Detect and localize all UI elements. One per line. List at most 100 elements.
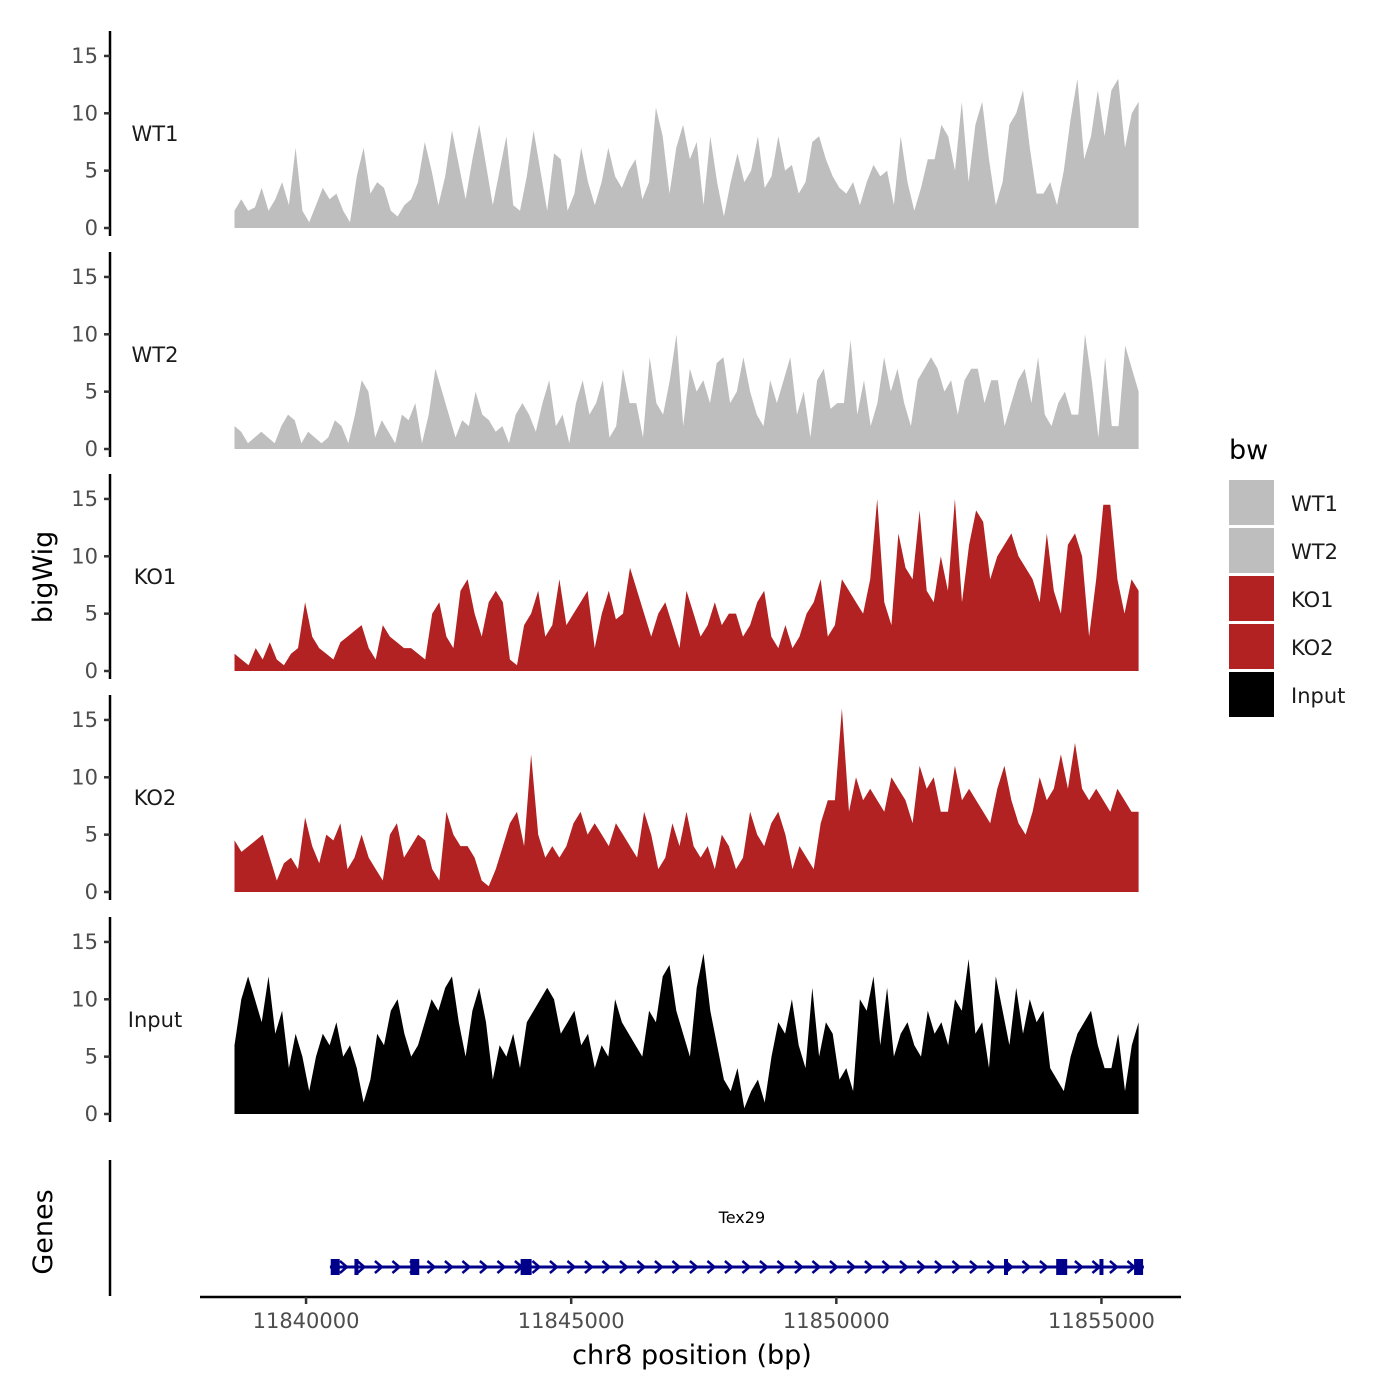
- strand-arrow: [444, 1260, 454, 1274]
- y-tick-label: 10: [71, 544, 98, 568]
- y-tick-label: 5: [85, 1045, 98, 1069]
- y-tick-label: 10: [71, 765, 98, 789]
- strand-arrow: [1021, 1260, 1032, 1274]
- strand-arrow: [811, 1260, 822, 1274]
- gene-label: Tex29: [718, 1208, 765, 1227]
- legend-swatch-input: [1229, 672, 1274, 717]
- strand-arrow: [1074, 1260, 1084, 1274]
- strand-arrow: [619, 1260, 629, 1274]
- strand-arrow: [391, 1260, 402, 1274]
- x-tick-label: 11840000: [253, 1309, 360, 1333]
- tracks-layer: 0 5 10 15 WT1 0 5 10 15 WT2 0 5 10 15 KO1 0 5 10 15 KO2 0 5 10…: [71, 31, 1139, 1126]
- exon: [520, 1259, 532, 1275]
- strand-arrow: [934, 1260, 944, 1274]
- y-tick-label: 15: [71, 44, 98, 68]
- strand-arrow: [864, 1260, 874, 1274]
- exon: [354, 1259, 359, 1275]
- signal-area-ko2: [234, 708, 1139, 892]
- strand-arrow: [339, 1260, 349, 1274]
- strand-arrow: [759, 1260, 769, 1274]
- exon: [330, 1259, 340, 1275]
- legend-title: bw: [1229, 435, 1268, 466]
- strand-arrow: [689, 1260, 699, 1274]
- strand-arrow: [741, 1260, 752, 1274]
- track-ko1: 0 5 10 15 KO1: [71, 474, 1139, 683]
- y-tick-label: 10: [71, 101, 98, 125]
- track-ko2: 0 5 10 15 KO2: [71, 695, 1139, 904]
- strand-arrow: [426, 1260, 437, 1274]
- x-tick-label: 11855000: [1048, 1309, 1155, 1333]
- strand-arrow: [881, 1260, 892, 1274]
- track-wt2: 0 5 10 15 WT2: [71, 252, 1139, 461]
- strand-arrow: [356, 1260, 367, 1274]
- exon: [1099, 1259, 1104, 1275]
- y-tick-label: 15: [71, 708, 98, 732]
- signal-area-ko1: [234, 498, 1139, 671]
- y-tick-label: 5: [85, 380, 98, 404]
- x-axis: 11840000 11845000 11850000 11855000: [200, 1295, 1181, 1333]
- track-label: WT2: [132, 343, 179, 367]
- legend-swatch-wt1: [1229, 480, 1274, 525]
- strand-arrow: [671, 1260, 682, 1274]
- legend-swatch-wt2: [1229, 528, 1274, 573]
- strand-arrow: [969, 1260, 979, 1274]
- strand-arrow: [549, 1260, 559, 1274]
- strand-arrow: [566, 1260, 577, 1274]
- strand-arrow: [829, 1260, 839, 1274]
- y-tick-label: 0: [85, 216, 98, 240]
- exon: [1134, 1259, 1144, 1275]
- strand-arrow: [1109, 1260, 1119, 1274]
- signal-area-wt2: [234, 334, 1139, 449]
- track-label: KO1: [134, 565, 177, 589]
- x-tick-label: 11850000: [783, 1309, 890, 1333]
- strand-arrow: [776, 1260, 787, 1274]
- legend-label-ko1: KO1: [1291, 588, 1334, 612]
- legend-label-input: Input: [1291, 684, 1345, 708]
- strand-arrow: [479, 1260, 489, 1274]
- track-wt1: 0 5 10 15 WT1: [71, 31, 1139, 240]
- strand-arrow: [374, 1260, 384, 1274]
- y-tick-label: 10: [71, 322, 98, 346]
- legend-label-wt1: WT1: [1291, 492, 1338, 516]
- strand-arrow: [951, 1260, 962, 1274]
- strand-arrow: [636, 1260, 647, 1274]
- strand-arrow: [846, 1260, 857, 1274]
- legend: bw WT1 WT2 KO1 KO2 Input: [1229, 435, 1345, 717]
- strand-arrow: [1091, 1260, 1102, 1274]
- y-tick-label: 5: [85, 602, 98, 626]
- y-tick-label: 15: [71, 930, 98, 954]
- gene-panel-label: Genes: [28, 1189, 59, 1274]
- strand-arrow: [496, 1260, 507, 1274]
- x-axis-title: chr8 position (bp): [572, 1340, 812, 1371]
- exon: [1056, 1259, 1068, 1275]
- y-tick-label: 0: [85, 880, 98, 904]
- track-input: 0 5 10 15 Input: [71, 917, 1139, 1126]
- gene-track-panel: Tex29: [108, 1160, 1144, 1296]
- strand-arrow: [461, 1260, 472, 1274]
- x-tick-label: 11845000: [518, 1309, 625, 1333]
- y-tick-label: 0: [85, 659, 98, 683]
- y-tick-label: 5: [85, 823, 98, 847]
- strand-arrow: [916, 1260, 927, 1274]
- y-tick-label: 0: [85, 437, 98, 461]
- strand-arrow: [794, 1260, 804, 1274]
- signal-area-input: [234, 953, 1139, 1114]
- legend-label-wt2: WT2: [1291, 540, 1338, 564]
- track-label: KO2: [134, 786, 177, 810]
- strand-arrow: [654, 1260, 664, 1274]
- exon: [1004, 1259, 1009, 1275]
- signal-area-wt1: [234, 78, 1139, 229]
- strand-arrow: [986, 1260, 997, 1274]
- strand-arrow: [706, 1260, 717, 1274]
- y-axis-title: bigWig: [28, 531, 59, 624]
- y-tick-label: 10: [71, 987, 98, 1011]
- strand-arrow: [899, 1260, 909, 1274]
- strand-arrow: [584, 1260, 594, 1274]
- track-label: WT1: [132, 122, 179, 146]
- legend-swatch-ko2: [1229, 624, 1274, 669]
- exon: [410, 1259, 420, 1275]
- track-label: Input: [128, 1008, 182, 1032]
- y-tick-label: 5: [85, 159, 98, 183]
- strand-arrow: [1039, 1260, 1049, 1274]
